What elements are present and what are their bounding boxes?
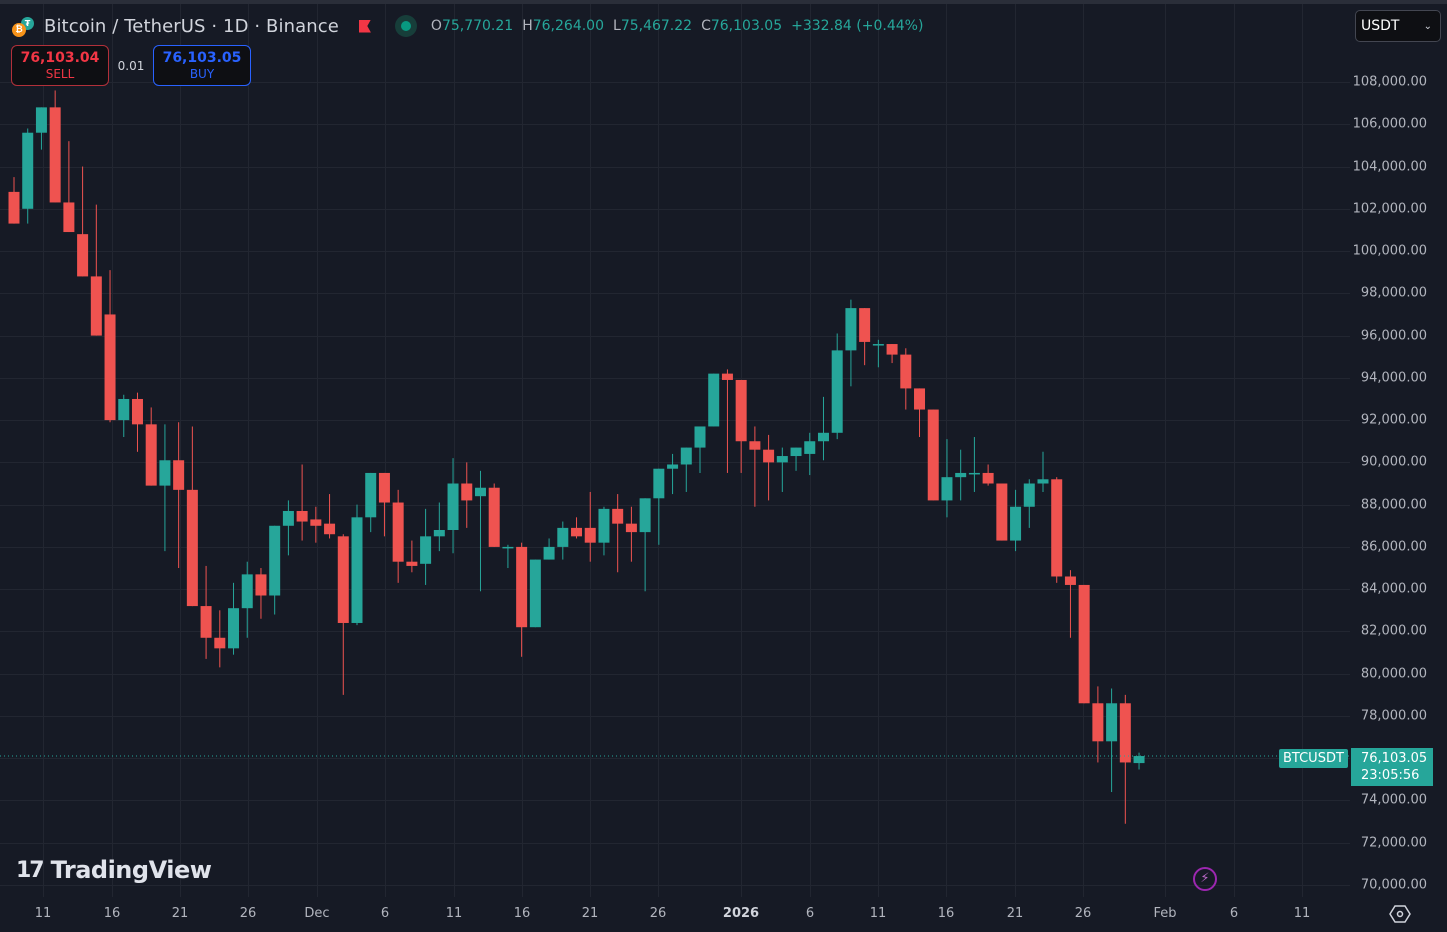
buy-price: 76,103.05 bbox=[162, 49, 242, 66]
high-value: 76,264.00 bbox=[532, 18, 604, 34]
lightning-event-icon[interactable]: ⚡︎ bbox=[1193, 867, 1217, 891]
time-axis-tick: 26 bbox=[1074, 906, 1092, 921]
time-axis-tick: 21 bbox=[581, 906, 599, 921]
close-label: C bbox=[701, 18, 711, 34]
time-axis-tick: 16 bbox=[103, 906, 121, 921]
high-label: H bbox=[522, 18, 533, 34]
price-axis-tick: 90,000.00 bbox=[1360, 454, 1427, 470]
change-value: +332.84 (+0.44%) bbox=[791, 18, 924, 34]
time-axis-tick: 6 bbox=[380, 906, 390, 921]
time-axis-tick: 26 bbox=[649, 906, 667, 921]
close-value: 76,103.05 bbox=[710, 18, 783, 34]
price-axis-tick: 92,000.00 bbox=[1360, 412, 1427, 428]
currency-value: USDT bbox=[1361, 18, 1400, 34]
price-axis-tick: 106,000.00 bbox=[1352, 116, 1427, 132]
symbol-title[interactable]: Bitcoin / TetherUS · 1D · Binance bbox=[44, 15, 339, 37]
price-axis-tick: 78,000.00 bbox=[1360, 708, 1427, 724]
candle-series bbox=[8, 90, 1145, 824]
time-axis-tick: 21 bbox=[171, 906, 189, 921]
window-top-border bbox=[0, 0, 1447, 4]
time-axis-tick: 11 bbox=[1293, 906, 1311, 921]
chevron-down-icon: ⌄ bbox=[1423, 20, 1432, 32]
buy-label: BUY bbox=[189, 66, 215, 81]
time-axis-tick: 11 bbox=[34, 906, 52, 921]
price-axis-tick: 72,000.00 bbox=[1360, 835, 1427, 851]
sell-price: 76,103.04 bbox=[20, 49, 100, 66]
spread-value: 0.01 bbox=[117, 58, 145, 73]
symbol-price-label: BTCUSDT bbox=[1279, 749, 1348, 768]
time-axis-tick: 11 bbox=[445, 906, 463, 921]
time-axis-tick: Dec bbox=[304, 906, 330, 921]
time-axis-tick: 16 bbox=[937, 906, 955, 921]
price-axis-tick: 70,000.00 bbox=[1360, 877, 1427, 893]
time-axis-tick: 6 bbox=[805, 906, 815, 921]
last-price-label: 76,103.05 23:05:56 bbox=[1351, 748, 1433, 786]
price-axis-tick: 74,000.00 bbox=[1360, 792, 1427, 808]
sell-label: SELL bbox=[45, 66, 75, 81]
price-axis-tick: 98,000.00 bbox=[1360, 285, 1427, 301]
currency-select[interactable]: USDT ⌄ bbox=[1355, 10, 1441, 42]
market-open-dot-icon[interactable] bbox=[394, 15, 417, 37]
time-axis-tick: 21 bbox=[1006, 906, 1024, 921]
tradingview-logo-mark-icon: 17 bbox=[16, 857, 45, 883]
last-price-value: 76,103.05 bbox=[1361, 751, 1428, 766]
trade-buttons: 76,103.04 SELL 0.01 76,103.05 BUY bbox=[11, 45, 251, 86]
time-axis-tick: 16 bbox=[513, 906, 531, 921]
tradingview-logo-text: TradingView bbox=[50, 856, 212, 884]
settings-hexagon-icon[interactable] bbox=[1389, 904, 1411, 924]
price-axis-tick: 104,000.00 bbox=[1352, 159, 1427, 175]
tradingview-logo[interactable]: 17 TradingView bbox=[16, 856, 212, 884]
ohlc-values: O75,770.21 H76,264.00 L75,467.22 C76,103… bbox=[431, 18, 924, 34]
symbol-legend: ₮ ₿ Bitcoin / TetherUS · 1D · Binance O7… bbox=[12, 12, 923, 40]
time-axis-tick: 11 bbox=[869, 906, 887, 921]
price-axis-tick: 86,000.00 bbox=[1360, 539, 1427, 555]
open-value: 75,770.21 bbox=[441, 18, 514, 34]
time-axis-tick: Feb bbox=[1153, 906, 1177, 921]
symbol-icons: ₮ ₿ bbox=[12, 14, 38, 38]
price-axis-tick: 82,000.00 bbox=[1360, 623, 1427, 639]
price-axis-tick: 94,000.00 bbox=[1360, 370, 1427, 386]
price-axis-tick: 96,000.00 bbox=[1360, 328, 1427, 344]
open-label: O bbox=[430, 18, 442, 34]
price-axis-tick: 102,000.00 bbox=[1352, 201, 1427, 217]
price-axis-tick: 100,000.00 bbox=[1352, 243, 1427, 259]
price-axis-tick: 80,000.00 bbox=[1360, 666, 1427, 682]
time-axis-tick: 26 bbox=[239, 906, 257, 921]
sell-button[interactable]: 76,103.04 SELL bbox=[11, 45, 109, 86]
low-label: L bbox=[613, 18, 621, 34]
price-axis-tick: 88,000.00 bbox=[1360, 497, 1427, 513]
chart-grid bbox=[0, 4, 1350, 897]
buy-button[interactable]: 76,103.05 BUY bbox=[153, 45, 251, 86]
price-axis-tick: 84,000.00 bbox=[1360, 581, 1427, 597]
time-axis-tick: 2026 bbox=[722, 906, 760, 921]
low-value: 75,467.22 bbox=[620, 18, 693, 34]
flag-icon[interactable] bbox=[358, 19, 371, 33]
btc-coin-icon: ₿ bbox=[12, 23, 26, 37]
price-axis-tick: 108,000.00 bbox=[1352, 74, 1427, 90]
bar-countdown: 23:05:56 bbox=[1361, 768, 1420, 783]
time-axis-tick: 6 bbox=[1229, 906, 1239, 921]
